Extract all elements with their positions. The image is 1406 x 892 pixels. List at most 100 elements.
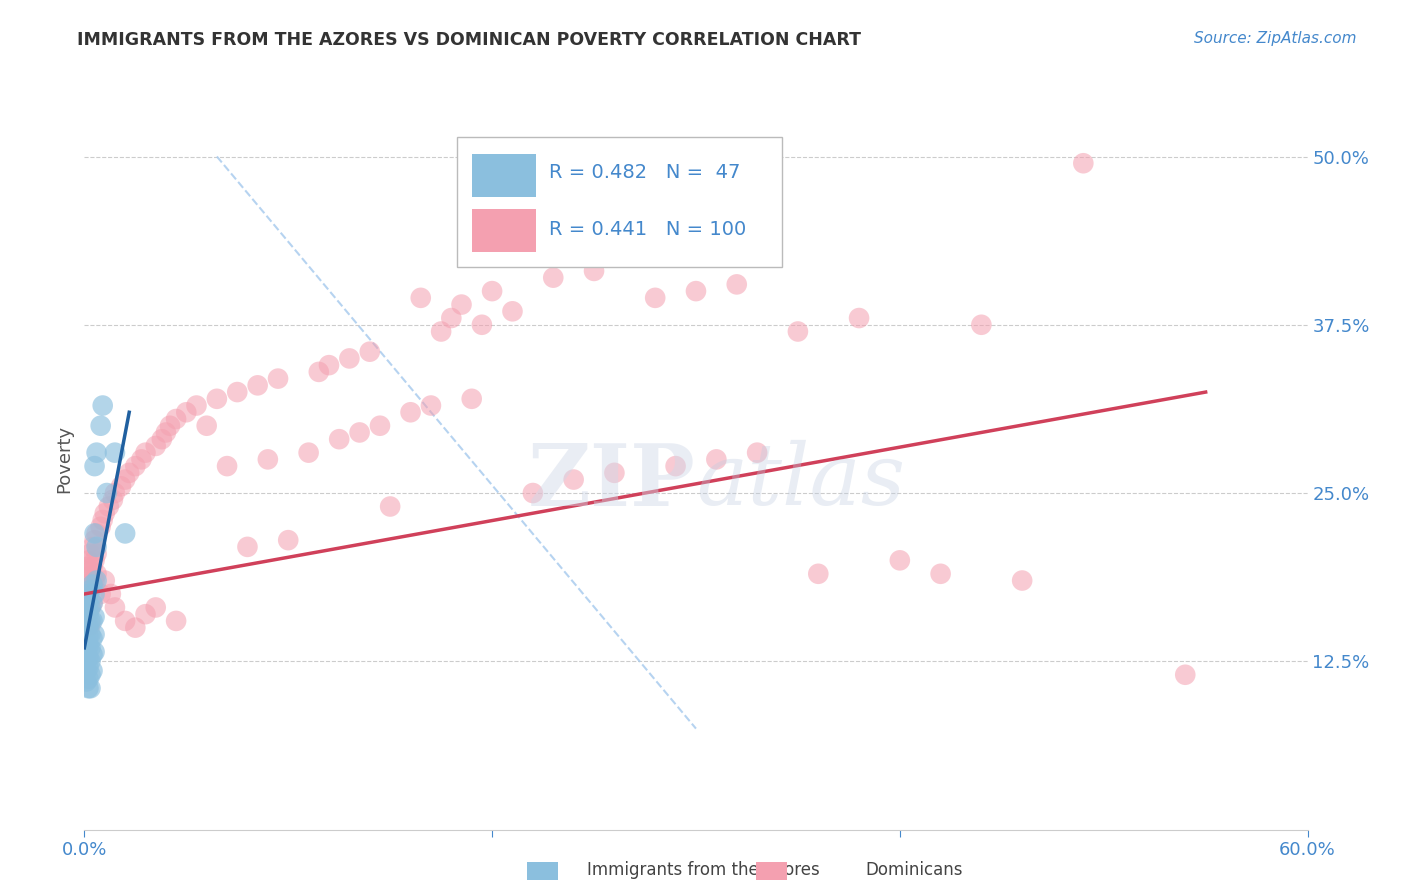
Point xyxy=(77,587,100,601)
Point xyxy=(77,621,100,635)
Point xyxy=(75,577,97,591)
Point xyxy=(665,459,688,474)
Point xyxy=(90,587,112,601)
Point xyxy=(583,264,606,278)
Point xyxy=(104,486,127,500)
Point xyxy=(502,304,524,318)
Point xyxy=(83,610,105,624)
Point xyxy=(79,618,101,632)
Point xyxy=(82,596,104,610)
Point xyxy=(118,466,141,480)
Point xyxy=(1073,156,1095,170)
Point xyxy=(75,664,97,678)
Point xyxy=(217,459,239,474)
Point xyxy=(1011,574,1033,588)
Point xyxy=(747,445,769,459)
Point xyxy=(114,526,136,541)
Point xyxy=(131,452,153,467)
Point xyxy=(787,325,810,339)
Point xyxy=(79,582,101,597)
Point xyxy=(86,547,108,561)
Point xyxy=(75,560,97,574)
Point xyxy=(848,311,870,326)
Point xyxy=(79,600,101,615)
Point xyxy=(79,614,101,628)
Point xyxy=(77,607,100,622)
Point xyxy=(380,500,402,514)
Point xyxy=(91,399,114,413)
Point xyxy=(83,459,105,474)
Point xyxy=(79,654,101,668)
Point xyxy=(155,425,177,440)
Point xyxy=(77,681,100,696)
Point xyxy=(77,650,100,665)
Point xyxy=(91,513,114,527)
Point xyxy=(298,445,321,459)
Point xyxy=(644,291,666,305)
Text: atlas: atlas xyxy=(696,441,905,523)
Point xyxy=(236,540,259,554)
Point xyxy=(368,418,391,433)
Point xyxy=(101,492,124,507)
Point xyxy=(75,600,97,615)
Point xyxy=(77,661,100,675)
Point xyxy=(79,600,101,615)
Point xyxy=(114,473,136,487)
Point xyxy=(339,351,361,366)
Point xyxy=(124,621,146,635)
Point xyxy=(1174,667,1197,681)
Point xyxy=(75,634,97,648)
Point xyxy=(308,365,330,379)
Point xyxy=(75,624,97,638)
Point xyxy=(205,392,228,406)
Point xyxy=(77,596,100,610)
Point xyxy=(82,648,104,662)
Point xyxy=(471,318,494,332)
Point xyxy=(82,577,104,591)
Point xyxy=(79,640,101,655)
Point xyxy=(440,311,463,326)
Point xyxy=(174,405,197,419)
Point xyxy=(970,318,993,332)
Point xyxy=(77,603,100,617)
Point xyxy=(75,593,97,607)
Point xyxy=(77,569,100,583)
Point xyxy=(399,405,422,419)
Point xyxy=(93,506,115,520)
Point xyxy=(889,553,911,567)
Point xyxy=(75,614,97,628)
Point xyxy=(277,533,299,548)
Point xyxy=(807,566,830,581)
FancyBboxPatch shape xyxy=(457,137,782,267)
Point xyxy=(83,574,105,588)
Point xyxy=(82,560,104,574)
Point xyxy=(96,486,118,500)
Point xyxy=(145,600,167,615)
Point xyxy=(165,614,187,628)
FancyBboxPatch shape xyxy=(472,153,536,196)
Point xyxy=(83,526,105,541)
Point xyxy=(318,358,340,372)
Point xyxy=(267,371,290,385)
Point xyxy=(82,577,104,591)
Point xyxy=(82,632,104,646)
Point xyxy=(79,564,101,578)
Point xyxy=(79,667,101,681)
Point xyxy=(75,674,97,689)
Point xyxy=(83,645,105,659)
Point xyxy=(706,452,728,467)
Text: R = 0.441   N = 100: R = 0.441 N = 100 xyxy=(550,220,747,239)
Point xyxy=(77,553,100,567)
Point xyxy=(349,425,371,440)
Point xyxy=(359,344,381,359)
Point xyxy=(82,664,104,678)
Point xyxy=(450,297,472,311)
Point xyxy=(135,607,157,622)
Point xyxy=(90,418,112,433)
Point xyxy=(226,385,249,400)
Point xyxy=(86,566,108,581)
Point xyxy=(82,540,104,554)
Point xyxy=(186,399,208,413)
Point xyxy=(77,629,100,643)
Text: ZIP: ZIP xyxy=(529,440,696,524)
